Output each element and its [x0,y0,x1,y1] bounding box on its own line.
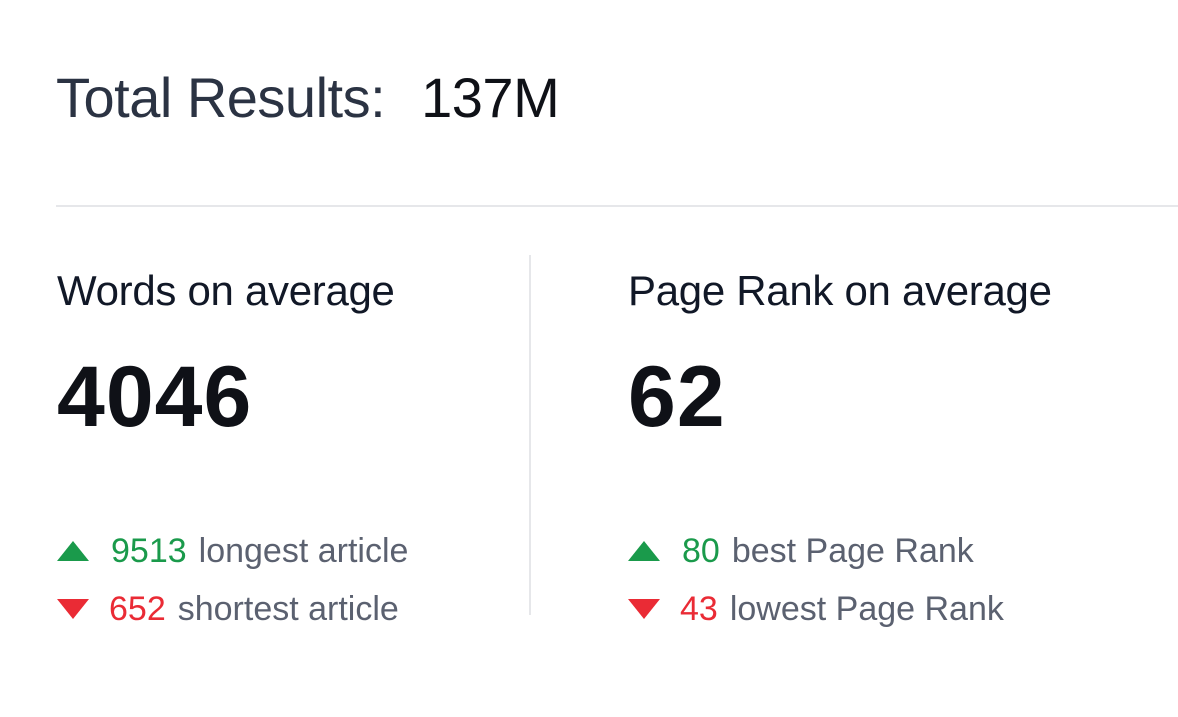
vertical-divider [529,255,531,615]
total-results-value: 137M [421,66,560,129]
stat-number: 43 [680,590,718,629]
stat-number: 652 [109,590,166,629]
panel-title: Page Rank on average [628,267,1052,314]
stat-label: lowest Page Rank [729,590,1004,629]
panel-value: 4046 [57,349,253,446]
stat-row-shortest: 652 shortest article [57,580,517,638]
triangle-up-icon [57,541,89,562]
words-panel: Words on average 4046 9513 longest artic… [57,267,517,638]
triangle-down-icon [628,599,660,620]
horizontal-divider [56,205,1178,207]
stat-number: 9513 [111,532,187,571]
total-results-label: Total Results: [56,66,386,129]
stat-label: shortest article [177,590,399,629]
panel-value: 62 [628,349,726,446]
stat-label: longest article [198,532,409,571]
stat-row-longest: 9513 longest article [57,522,517,580]
stats-list: 80 best Page Rank 43 lowest Page Rank [628,522,1088,638]
triangle-down-icon [57,599,89,620]
stat-row-best: 80 best Page Rank [628,522,1088,580]
stat-number: 80 [682,532,720,571]
panel-title: Words on average [57,267,395,314]
triangle-up-icon [628,541,660,562]
stat-label: best Page Rank [731,532,974,571]
page-rank-panel: Page Rank on average 62 80 best Page Ran… [628,267,1088,638]
stat-row-lowest: 43 lowest Page Rank [628,580,1088,638]
total-results-header: Total Results: 137M [56,66,560,129]
stats-list: 9513 longest article 652 shortest articl… [57,522,517,638]
